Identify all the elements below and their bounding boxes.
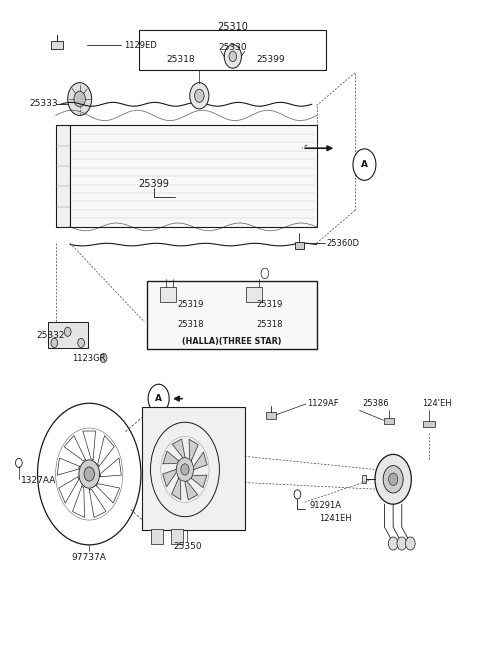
Text: 25350: 25350: [173, 541, 202, 551]
Bar: [423, 421, 435, 427]
Polygon shape: [64, 436, 85, 461]
Text: 25319: 25319: [257, 300, 283, 309]
Circle shape: [151, 422, 219, 516]
Bar: [246, 287, 263, 302]
Circle shape: [51, 338, 58, 348]
Circle shape: [406, 537, 415, 550]
Text: (HALLA)(THREE STAR): (HALLA)(THREE STAR): [182, 337, 281, 346]
Circle shape: [194, 89, 204, 102]
Circle shape: [100, 353, 107, 363]
Polygon shape: [100, 458, 121, 477]
Circle shape: [37, 403, 141, 545]
Circle shape: [229, 51, 237, 62]
Polygon shape: [172, 439, 185, 457]
Bar: [384, 418, 394, 424]
Text: 25333: 25333: [29, 99, 58, 108]
Circle shape: [78, 338, 84, 348]
Text: 25399: 25399: [257, 55, 286, 64]
Circle shape: [64, 327, 71, 336]
Bar: [152, 529, 163, 543]
Bar: [266, 413, 276, 419]
Circle shape: [389, 473, 398, 486]
Bar: [56, 125, 70, 227]
Polygon shape: [59, 477, 79, 503]
Polygon shape: [72, 486, 84, 518]
Text: A: A: [361, 160, 368, 169]
Bar: [361, 476, 366, 484]
Polygon shape: [57, 458, 79, 475]
Text: 1129AF: 1129AF: [307, 399, 338, 409]
Circle shape: [353, 149, 376, 180]
Circle shape: [181, 464, 189, 475]
Bar: [48, 322, 88, 348]
Text: 25318: 25318: [257, 320, 283, 329]
Circle shape: [68, 83, 92, 116]
Bar: [159, 287, 176, 302]
Text: 25318: 25318: [166, 55, 194, 64]
Bar: [142, 407, 245, 530]
Circle shape: [375, 455, 411, 504]
Circle shape: [397, 537, 407, 550]
Polygon shape: [163, 470, 176, 487]
Circle shape: [74, 91, 85, 107]
Polygon shape: [189, 440, 198, 461]
Bar: [70, 125, 317, 227]
Text: 25319: 25319: [178, 300, 204, 309]
Bar: [140, 30, 326, 70]
Circle shape: [388, 537, 398, 550]
Text: 124'EH: 124'EH: [422, 399, 452, 409]
Text: 1241EH: 1241EH: [319, 514, 351, 523]
Circle shape: [148, 384, 169, 413]
Polygon shape: [96, 484, 120, 503]
Text: A: A: [155, 394, 162, 403]
Text: 25330: 25330: [218, 43, 247, 53]
Bar: [295, 242, 304, 248]
Circle shape: [79, 460, 99, 488]
Polygon shape: [192, 475, 207, 487]
Text: 97737A: 97737A: [72, 553, 107, 562]
Polygon shape: [89, 489, 106, 518]
Text: 25310: 25310: [217, 22, 248, 32]
Polygon shape: [185, 482, 198, 500]
Text: 25386: 25386: [362, 399, 389, 409]
Text: 25318: 25318: [178, 320, 204, 329]
Text: 25332: 25332: [37, 330, 65, 340]
Circle shape: [190, 83, 209, 109]
Polygon shape: [83, 431, 96, 459]
Circle shape: [84, 467, 95, 481]
Text: 1129ED: 1129ED: [124, 41, 157, 50]
Text: 25399: 25399: [138, 179, 169, 189]
Polygon shape: [172, 478, 181, 499]
Circle shape: [383, 466, 403, 493]
Bar: [147, 281, 317, 350]
Text: 91291A: 91291A: [310, 501, 341, 510]
Text: 25360D: 25360D: [326, 238, 359, 248]
Bar: [51, 41, 63, 49]
Polygon shape: [193, 452, 207, 470]
Polygon shape: [163, 451, 179, 464]
Circle shape: [176, 458, 193, 482]
Text: 1123GR: 1123GR: [72, 353, 106, 363]
Text: 1327AA: 1327AA: [21, 476, 56, 485]
Polygon shape: [98, 436, 114, 466]
Circle shape: [224, 45, 241, 68]
Bar: [170, 529, 182, 543]
